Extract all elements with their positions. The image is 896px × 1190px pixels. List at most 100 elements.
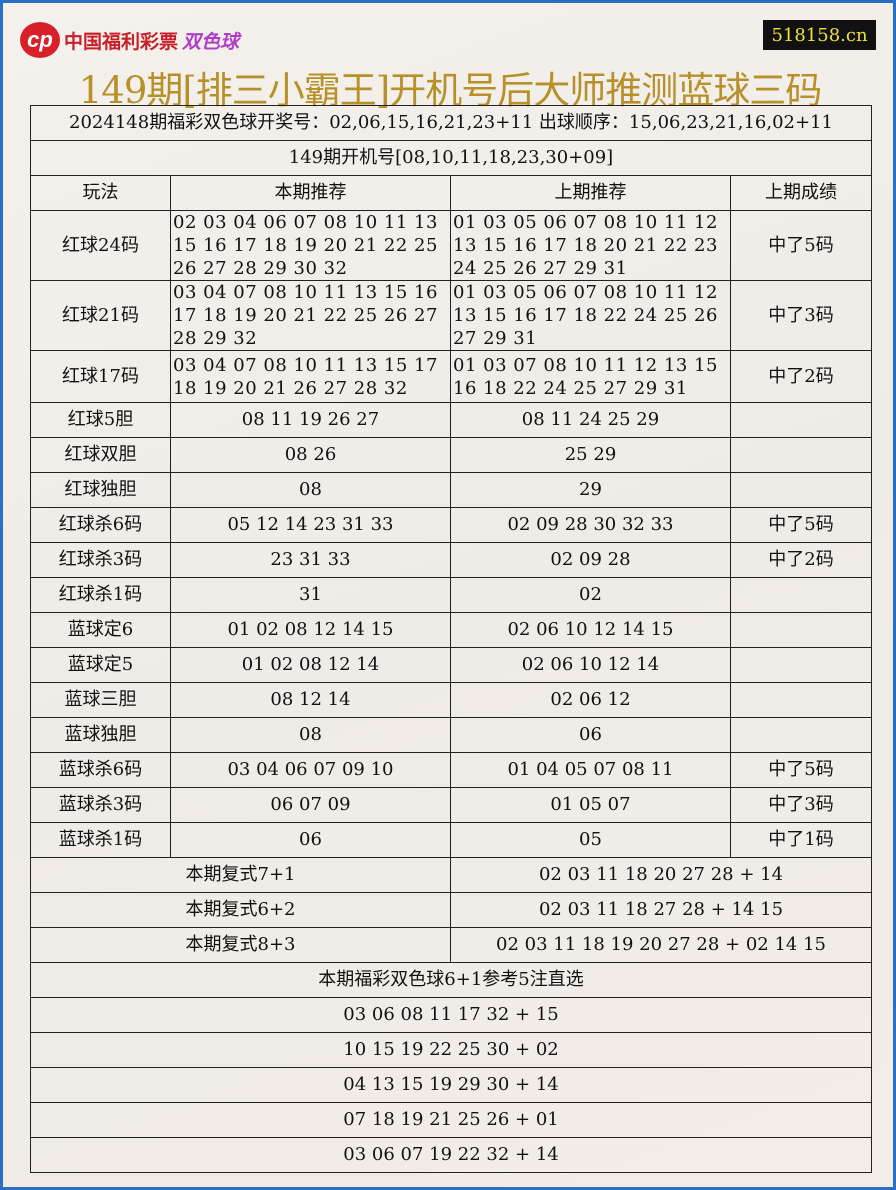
table-row: 本期复式6+2 02 03 11 18 27 28 + 14 15 xyxy=(30,892,872,928)
table-row: 蓝球杀6码 03 04 06 07 09 10 01 04 05 07 08 11 中… xyxy=(30,752,872,788)
table-row: 蓝球定5 01 02 08 12 14 02 06 10 12 14 xyxy=(30,647,872,683)
picks-title: 本期福彩双色球6+1参考5注直选 xyxy=(30,962,872,998)
previous-result xyxy=(730,472,872,508)
table-row: 03 06 07 19 22 32 + 14 xyxy=(30,1137,872,1173)
table-row: 本期复式7+1 02 03 11 18 20 27 28 + 14 xyxy=(30,857,872,893)
previous-pick: 01 05 07 xyxy=(450,787,731,823)
logo: cp 中国福利彩票 双色球 xyxy=(20,22,239,58)
table-row: 本期福彩双色球6+1参考5注直选 xyxy=(30,962,872,998)
table-row: 蓝球独胆 08 06 xyxy=(30,717,872,753)
play-name: 蓝球定5 xyxy=(30,647,171,683)
previous-pick: 02 xyxy=(450,577,731,613)
pick-line: 03 06 07 19 22 32 + 14 xyxy=(30,1137,872,1173)
current-pick: 06 07 09 xyxy=(170,787,451,823)
logo-brand: 双色球 xyxy=(182,30,240,53)
current-pick: 08 12 14 xyxy=(170,682,451,718)
pick-line: 07 18 19 21 25 26 + 01 xyxy=(30,1102,872,1138)
pick-line: 10 15 19 22 25 30 + 02 xyxy=(30,1032,872,1068)
fushi-name: 本期复式7+1 xyxy=(30,857,451,893)
header-cell: 上期成绩 xyxy=(730,175,872,211)
current-pick: 08 26 xyxy=(170,437,451,473)
fushi-numbers: 02 03 11 18 27 28 + 14 15 xyxy=(450,892,872,928)
table-row: 蓝球定6 01 02 08 12 14 15 02 06 10 12 14 15 xyxy=(30,612,872,648)
logo-text: 中国福利彩票 xyxy=(64,30,179,53)
previous-result: 中了1码 xyxy=(730,822,872,858)
previous-pick: 08 11 24 25 29 xyxy=(450,402,731,438)
play-name: 红球杀6码 xyxy=(30,507,171,543)
table-row: 红球杀3码 23 31 33 02 09 28 中了2码 xyxy=(30,542,872,578)
header-cell: 本期推荐 xyxy=(170,175,451,211)
previous-pick: 01 03 05 06 07 08 10 11 12 13 15 16 17 1… xyxy=(450,210,731,281)
pick-line: 03 06 08 11 17 32 + 15 xyxy=(30,997,872,1033)
previous-result xyxy=(730,402,872,438)
current-pick: 23 31 33 xyxy=(170,542,451,578)
table-row: 本期复式8+3 02 03 11 18 19 20 27 28 + 02 14 1… xyxy=(30,927,872,963)
draw-info: 2024148期福彩双色球开奖号：02,06,15,16,21,23+11 出球… xyxy=(30,105,872,141)
previous-result xyxy=(730,647,872,683)
play-name: 红球5胆 xyxy=(30,402,171,438)
previous-pick: 02 06 10 12 14 15 xyxy=(450,612,731,648)
previous-pick: 02 06 10 12 14 xyxy=(450,647,731,683)
fushi-numbers: 02 03 11 18 19 20 27 28 + 02 14 15 xyxy=(450,927,872,963)
fushi-name: 本期复式8+3 xyxy=(30,927,451,963)
pick-line: 04 13 15 19 29 30 + 14 xyxy=(30,1067,872,1103)
cwl-logo-icon: cp xyxy=(20,22,60,58)
table-row: 蓝球三胆 08 12 14 02 06 12 xyxy=(30,682,872,718)
current-pick: 08 xyxy=(170,717,451,753)
previous-result xyxy=(730,577,872,613)
table-row: 蓝球杀3码 06 07 09 01 05 07 中了3码 xyxy=(30,787,872,823)
previous-result: 中了3码 xyxy=(730,280,872,351)
fushi-numbers: 02 03 11 18 20 27 28 + 14 xyxy=(450,857,872,893)
previous-result: 中了5码 xyxy=(730,210,872,281)
play-name: 红球双胆 xyxy=(30,437,171,473)
play-name: 蓝球杀3码 xyxy=(30,787,171,823)
play-name: 蓝球三胆 xyxy=(30,682,171,718)
machine-numbers: 149期开机号[08,10,11,18,23,30+09] xyxy=(30,140,872,176)
current-pick: 31 xyxy=(170,577,451,613)
table-row: 07 18 19 21 25 26 + 01 xyxy=(30,1102,872,1138)
previous-result xyxy=(730,717,872,753)
previous-pick: 02 09 28 30 32 33 xyxy=(450,507,731,543)
current-pick: 05 12 14 23 31 33 xyxy=(170,507,451,543)
previous-result xyxy=(730,612,872,648)
current-pick: 03 04 07 08 10 11 13 15 16 17 18 19 20 2… xyxy=(170,280,451,351)
previous-pick: 25 29 xyxy=(450,437,731,473)
current-pick: 01 02 08 12 14 xyxy=(170,647,451,683)
table-row: 红球21码 03 04 07 08 10 11 13 15 16 17 18 19… xyxy=(30,280,872,351)
play-name: 蓝球杀6码 xyxy=(30,752,171,788)
current-pick: 03 04 07 08 10 11 13 15 17 18 19 20 21 2… xyxy=(170,350,451,403)
current-pick: 03 04 06 07 09 10 xyxy=(170,752,451,788)
play-name: 蓝球杀1码 xyxy=(30,822,171,858)
play-name: 红球杀1码 xyxy=(30,577,171,613)
fushi-name: 本期复式6+2 xyxy=(30,892,451,928)
table-row: 红球5胆 08 11 19 26 27 08 11 24 25 29 xyxy=(30,402,872,438)
prediction-table: 2024148期福彩双色球开奖号：02,06,15,16,21,23+11 出球… xyxy=(30,105,872,1173)
site-badge: 518158.cn xyxy=(763,20,876,50)
page-title: 149期[排三小霸王]开机号后大师推测蓝球三码 xyxy=(78,69,823,112)
play-name: 红球17码 xyxy=(30,350,171,403)
table-row: 蓝球杀1码 06 05 中了1码 xyxy=(30,822,872,858)
current-pick: 08 xyxy=(170,472,451,508)
play-name: 红球独胆 xyxy=(30,472,171,508)
previous-pick: 02 06 12 xyxy=(450,682,731,718)
table-row: 红球双胆 08 26 25 29 xyxy=(30,437,872,473)
current-pick: 08 11 19 26 27 xyxy=(170,402,451,438)
play-name: 红球21码 xyxy=(30,280,171,351)
table-row: 红球17码 03 04 07 08 10 11 13 15 17 18 19 20… xyxy=(30,350,872,403)
previous-result: 中了2码 xyxy=(730,542,872,578)
table-row: 红球杀6码 05 12 14 23 31 33 02 09 28 30 32 33 中… xyxy=(30,507,872,543)
previous-pick: 05 xyxy=(450,822,731,858)
table-row: 红球独胆 08 29 xyxy=(30,472,872,508)
previous-pick: 02 09 28 xyxy=(450,542,731,578)
previous-result: 中了2码 xyxy=(730,350,872,403)
play-name: 红球24码 xyxy=(30,210,171,281)
table-row: 红球24码 02 03 04 06 07 08 10 11 13 15 16 17… xyxy=(30,210,872,281)
current-pick: 02 03 04 06 07 08 10 11 13 15 16 17 18 1… xyxy=(170,210,451,281)
table-row: 04 13 15 19 29 30 + 14 xyxy=(30,1067,872,1103)
previous-result xyxy=(730,682,872,718)
previous-pick: 01 04 05 07 08 11 xyxy=(450,752,731,788)
previous-pick: 01 03 07 08 10 11 12 13 15 16 18 22 24 2… xyxy=(450,350,731,403)
table-row: 红球杀1码 31 02 xyxy=(30,577,872,613)
previous-result: 中了3码 xyxy=(730,787,872,823)
play-name: 蓝球独胆 xyxy=(30,717,171,753)
